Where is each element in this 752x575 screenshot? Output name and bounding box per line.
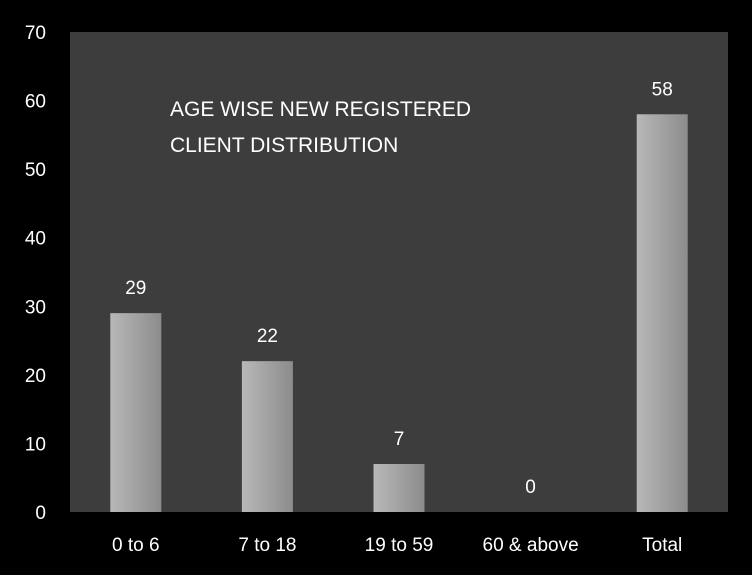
- chart-title-line: AGE WISE NEW REGISTERED: [170, 98, 471, 121]
- y-axis: 0 10 20 30 40 50 60 70: [25, 23, 46, 524]
- data-label: 22: [257, 326, 278, 347]
- x-tick-label: 60 & above: [483, 535, 579, 556]
- data-label: 0: [525, 477, 536, 498]
- y-tick-label: 10: [25, 434, 46, 455]
- bar-total: [636, 114, 688, 513]
- y-tick-label: 60: [25, 92, 46, 113]
- x-tick-label: Total: [642, 535, 682, 556]
- chart-title-line: CLIENT DISTRIBUTION: [170, 134, 398, 157]
- x-tick-label: 19 to 59: [365, 535, 434, 556]
- data-label: 7: [394, 429, 405, 450]
- x-tick-label: 0 to 6: [112, 535, 160, 556]
- x-axis: 0 to 6 7 to 18 19 to 59 60 & above Total: [112, 535, 682, 556]
- y-tick-label: 50: [25, 160, 46, 181]
- data-labels: 29 22 7 0 58: [125, 79, 673, 498]
- chart-title: AGE WISE NEW REGISTERED CLIENT DISTRIBUTI…: [170, 98, 471, 157]
- y-tick-label: 0: [35, 503, 46, 524]
- y-tick-label: 30: [25, 297, 46, 318]
- bar-0-to-6: [110, 313, 162, 512]
- data-label: 29: [125, 278, 146, 299]
- plot-area: [70, 32, 728, 512]
- bar-19-to-59: [373, 464, 425, 512]
- bar-series: [110, 114, 688, 513]
- data-label: 58: [652, 79, 673, 100]
- y-tick-label: 70: [25, 23, 46, 44]
- x-tick-label: 7 to 18: [238, 535, 296, 556]
- y-tick-label: 40: [25, 229, 46, 250]
- y-tick-label: 20: [25, 366, 46, 387]
- bar-7-to-18: [241, 361, 293, 512]
